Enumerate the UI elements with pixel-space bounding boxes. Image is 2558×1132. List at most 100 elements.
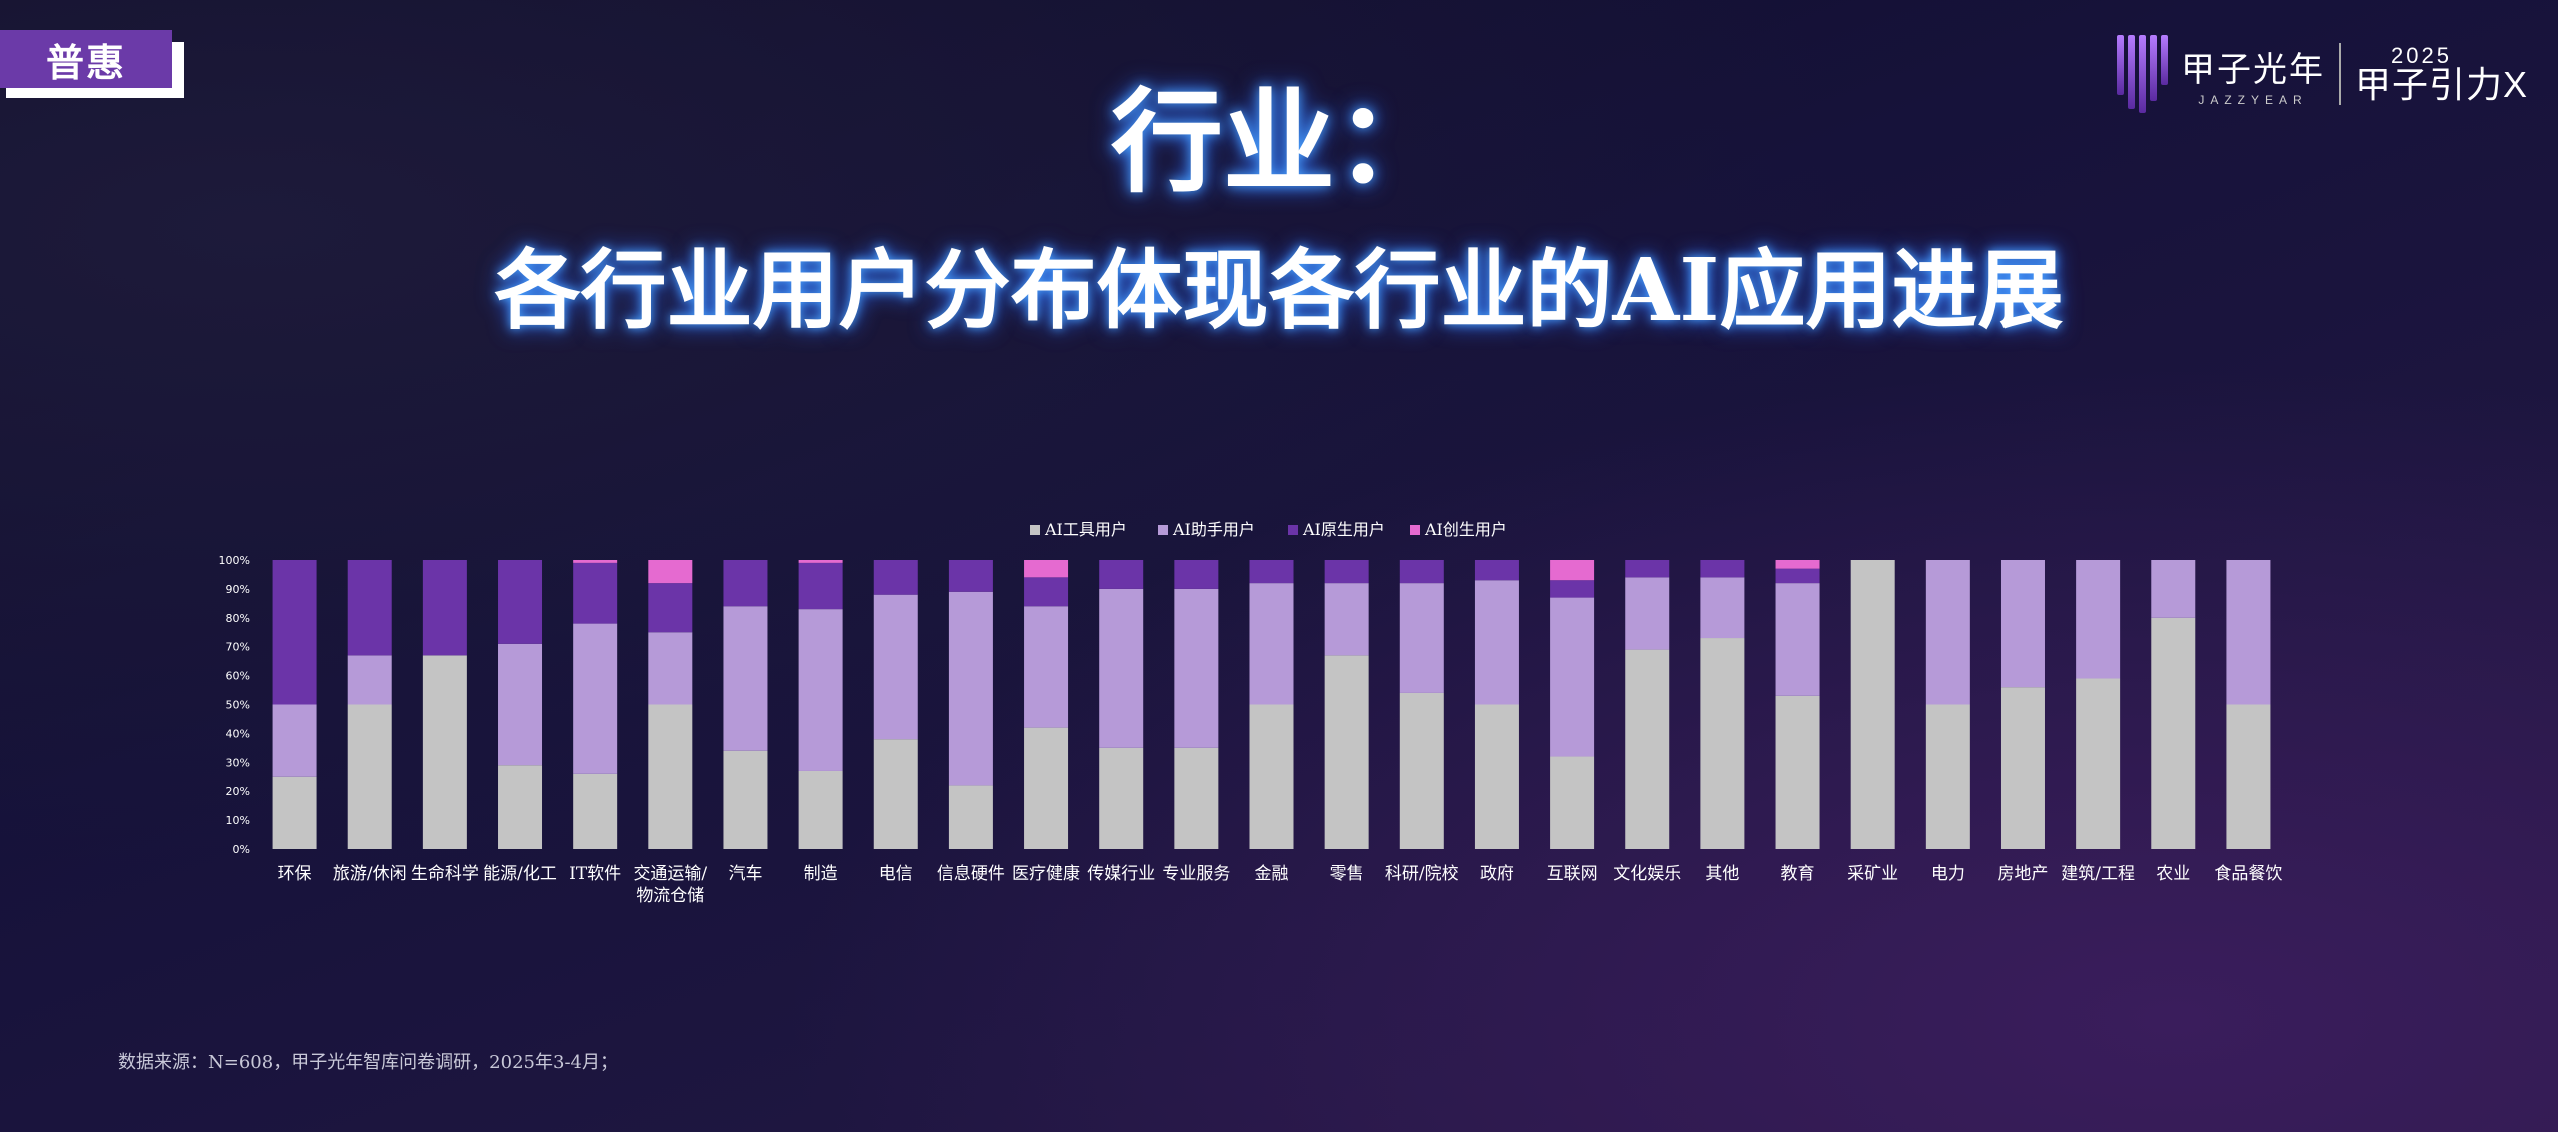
x-tick-label: 汽车 xyxy=(728,864,762,884)
tag-label: 普惠 xyxy=(0,30,172,88)
bar-segment xyxy=(1550,560,1595,581)
bar-segment xyxy=(1024,577,1069,607)
bar-segment xyxy=(948,785,993,849)
bar-segment xyxy=(798,770,843,849)
x-tick-label: 交通运输/ xyxy=(633,864,707,884)
y-tick-label: 60% xyxy=(226,670,250,683)
stacked-bar-chart: AI工具用户 AI助手用户 AI原生用户 AI创生用户 0% 10% 20% 30% 40% 50… xyxy=(219,520,2283,906)
x-tick-label: 零售 xyxy=(1330,864,1364,884)
bar-segment xyxy=(1700,577,1745,639)
bar-segment xyxy=(798,562,843,610)
bar-segment xyxy=(1024,727,1069,849)
bar-segment xyxy=(1775,583,1820,696)
legend-item-1: AI助手用户 xyxy=(1158,520,1255,539)
page-title: 行业： xyxy=(1111,77,1447,208)
event-logo: 2025 甲子引力X xyxy=(2355,45,2528,103)
bar-segment xyxy=(1324,560,1369,584)
bar-segment xyxy=(1474,560,1519,581)
bar-segment xyxy=(1625,577,1670,650)
legend-item-0: AI工具用户 xyxy=(1030,520,1127,539)
bar-segment xyxy=(1174,560,1219,589)
legend-label: AI创生用户 xyxy=(1424,520,1507,539)
x-tick-label: IT软件 xyxy=(569,864,621,884)
y-tick-label: 30% xyxy=(226,756,250,769)
bar-segment xyxy=(2076,678,2121,849)
bar-segment xyxy=(2076,560,2121,679)
legend-item-2: AI原生用户 xyxy=(1288,520,1385,539)
x-tick-label: 政府 xyxy=(1480,864,1514,884)
x-tick-label: 环保 xyxy=(278,864,312,884)
logo-bars-icon xyxy=(2116,35,2168,113)
brand-logo: 甲子光年 JAZZYEAR 2025 甲子引力X xyxy=(2116,34,2528,114)
x-tick-label: 生命科学 xyxy=(411,864,479,884)
bar-segment xyxy=(1099,747,1144,849)
bar-segment xyxy=(1550,580,1595,598)
legend-label: AI原生用户 xyxy=(1302,520,1385,539)
bar-segment xyxy=(1174,747,1219,849)
page-subtitle: 各行业用户分布体现各行业的AI应用进展 xyxy=(494,240,2064,341)
bar-segment xyxy=(1474,704,1519,849)
category-tag: 普惠 xyxy=(0,30,184,100)
bar-segment xyxy=(2151,617,2196,849)
bar-segment xyxy=(498,643,543,766)
bar-segment xyxy=(1249,704,1294,849)
x-tick-label: 农业 xyxy=(2156,864,2190,884)
x-tick-label: 能源/化工 xyxy=(483,864,557,884)
legend-label: AI助手用户 xyxy=(1172,520,1255,539)
brand-name-en: JAZZYEAR xyxy=(2198,92,2308,107)
bar-segment xyxy=(2226,560,2271,705)
x-tick-label: 房地产 xyxy=(1997,864,2048,884)
x-tick-label: 医疗健康 xyxy=(1012,864,1080,884)
x-tick-label: 互联网 xyxy=(1547,864,1598,884)
x-tick-label: 专业服务 xyxy=(1162,864,1230,884)
x-tick-label: 其他 xyxy=(1705,864,1739,884)
bar-segment xyxy=(2151,560,2196,618)
x-tick-label: 电信 xyxy=(879,864,913,884)
bar-segment xyxy=(648,583,693,633)
legend-label: AI工具用户 xyxy=(1044,520,1127,539)
bar-segment xyxy=(1775,568,1820,584)
y-tick-label: 90% xyxy=(226,583,250,596)
bar-segment xyxy=(648,560,693,584)
bar-segment xyxy=(873,594,918,740)
data-source-note: 数据来源：N=608，甲子光年智库问卷调研，2025年3-4月； xyxy=(118,1052,618,1073)
bar-segment xyxy=(1249,560,1294,584)
bar-segment xyxy=(1099,588,1144,748)
legend-swatch xyxy=(1288,525,1298,535)
y-tick-label: 0% xyxy=(233,843,250,856)
brand-name: 甲子光年 JAZZYEAR xyxy=(2181,42,2325,107)
x-tick-label: 文化娱乐 xyxy=(1613,864,1681,884)
y-tick-label: 80% xyxy=(226,612,250,625)
bar-segment xyxy=(948,591,993,786)
bar-segment xyxy=(1925,560,1970,705)
x-tick-label: 电力 xyxy=(1931,864,1965,884)
y-tick-label: 10% xyxy=(226,814,250,827)
bar-segment xyxy=(1775,695,1820,849)
bar-segment xyxy=(347,704,392,849)
legend-swatch xyxy=(1410,525,1420,535)
event-year: 2025 xyxy=(2390,43,2452,68)
bar-segment xyxy=(573,562,618,624)
x-tick-label: 制造 xyxy=(804,864,838,884)
x-tick-label: 科研/院校 xyxy=(1385,864,1459,884)
bar-segment xyxy=(1249,583,1294,705)
bar-segment xyxy=(2000,560,2045,688)
bar-segment xyxy=(648,632,693,705)
bar-segment xyxy=(347,655,392,705)
bar-segment xyxy=(272,560,317,705)
bar-segment xyxy=(573,623,618,774)
bar-segment xyxy=(798,609,843,771)
bar-segment xyxy=(873,560,918,595)
x-tick-label: 建筑/工程 xyxy=(2061,864,2135,884)
brand-name-cn: 甲子光年 xyxy=(2180,50,2325,89)
bar-segment xyxy=(272,704,317,777)
bar-segment xyxy=(2226,704,2271,849)
bar-segment xyxy=(1700,638,1745,849)
bar-segment xyxy=(1474,580,1519,705)
bar-segment xyxy=(1099,560,1144,589)
bar-segment xyxy=(1550,756,1595,849)
bar-segment xyxy=(347,560,392,656)
x-tick-label: 传媒行业 xyxy=(1087,864,1155,884)
bar-segment xyxy=(1625,649,1670,849)
y-tick-label: 70% xyxy=(226,641,250,654)
